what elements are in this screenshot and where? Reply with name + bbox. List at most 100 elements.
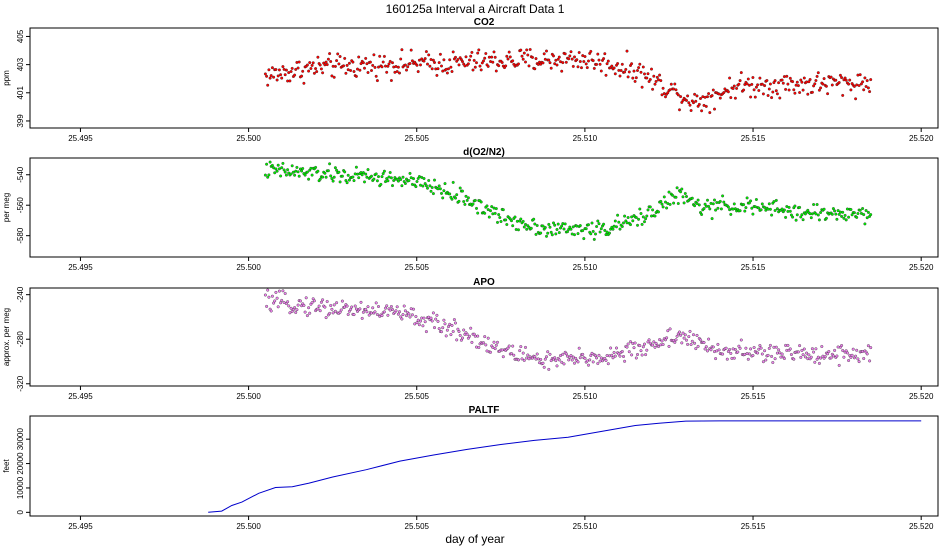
data-point — [661, 205, 665, 209]
data-point — [770, 213, 774, 217]
data-point — [658, 73, 662, 77]
data-point — [767, 346, 771, 350]
data-point — [473, 198, 477, 202]
data-point — [511, 59, 515, 63]
data-point — [475, 206, 478, 210]
data-point — [415, 321, 419, 325]
data-point — [283, 170, 287, 174]
data-point — [553, 62, 557, 66]
data-point — [673, 82, 677, 86]
data-point — [807, 80, 811, 84]
data-point — [473, 65, 477, 69]
data-point — [640, 222, 644, 226]
data-point — [641, 215, 645, 219]
data-point — [420, 175, 424, 179]
data-point — [543, 357, 547, 361]
data-point — [361, 310, 365, 314]
scatter-points — [263, 288, 873, 371]
data-point — [289, 306, 293, 310]
data-point — [536, 357, 540, 361]
data-point — [455, 193, 459, 197]
data-point — [445, 328, 449, 332]
data-point — [604, 358, 608, 362]
data-point — [368, 60, 372, 64]
data-point — [359, 300, 363, 304]
data-point — [730, 356, 734, 360]
data-point — [381, 172, 385, 176]
data-point — [442, 58, 446, 62]
data-point — [793, 204, 797, 208]
data-point — [633, 341, 637, 345]
data-point — [760, 202, 764, 206]
data-point — [407, 312, 411, 316]
data-point — [469, 326, 473, 330]
data-point — [448, 58, 452, 62]
data-point — [314, 67, 318, 71]
data-point — [315, 70, 319, 74]
data-point — [283, 73, 287, 77]
panel-title: CO2 — [474, 17, 495, 28]
y-tick-label: 20000 — [16, 452, 25, 475]
x-tick-label: 25.505 — [405, 522, 430, 531]
data-point — [508, 55, 512, 59]
data-point — [365, 310, 369, 314]
data-point — [778, 351, 782, 355]
data-point — [626, 342, 630, 346]
data-point — [824, 84, 828, 88]
data-point — [700, 109, 704, 113]
data-point — [672, 201, 676, 205]
data-point — [410, 59, 414, 63]
data-point — [318, 63, 322, 67]
data-point — [324, 175, 328, 179]
data-point — [471, 202, 475, 206]
series-line — [208, 420, 922, 513]
data-point — [777, 348, 781, 352]
data-point — [641, 345, 645, 349]
data-point — [450, 323, 454, 327]
data-point — [675, 334, 679, 338]
data-point — [679, 95, 683, 99]
data-point — [529, 226, 533, 230]
data-point — [564, 352, 568, 356]
data-point — [587, 363, 590, 367]
x-tick-label: 25.515 — [741, 263, 766, 272]
data-point — [470, 50, 474, 54]
data-point — [494, 69, 498, 73]
data-point — [716, 342, 720, 346]
data-point — [277, 167, 281, 171]
data-point — [457, 63, 461, 67]
data-point — [732, 84, 736, 88]
data-point — [573, 55, 576, 59]
data-point — [738, 209, 742, 213]
data-point — [521, 351, 525, 355]
data-point — [373, 65, 377, 69]
data-point — [431, 58, 435, 62]
data-point — [483, 335, 487, 339]
data-point — [844, 218, 848, 222]
data-point — [438, 52, 442, 56]
data-point — [284, 173, 288, 177]
data-point — [301, 69, 305, 73]
data-point — [834, 78, 838, 82]
data-point — [381, 60, 385, 64]
data-point — [779, 355, 783, 359]
data-point — [695, 94, 699, 98]
data-point — [806, 92, 810, 96]
data-point — [517, 358, 520, 362]
y-tick-label: 10000 — [16, 476, 25, 499]
data-point — [739, 338, 743, 342]
data-point — [603, 52, 607, 56]
data-point — [819, 86, 823, 90]
data-point — [609, 346, 613, 350]
data-point — [363, 66, 366, 70]
data-point — [798, 205, 802, 209]
data-point — [747, 83, 751, 87]
data-point — [318, 309, 322, 313]
data-point — [339, 308, 343, 312]
data-point — [519, 217, 523, 221]
data-point — [672, 87, 676, 91]
data-point — [374, 74, 378, 78]
data-point — [295, 308, 299, 312]
data-point — [596, 219, 600, 223]
data-point — [830, 212, 834, 216]
